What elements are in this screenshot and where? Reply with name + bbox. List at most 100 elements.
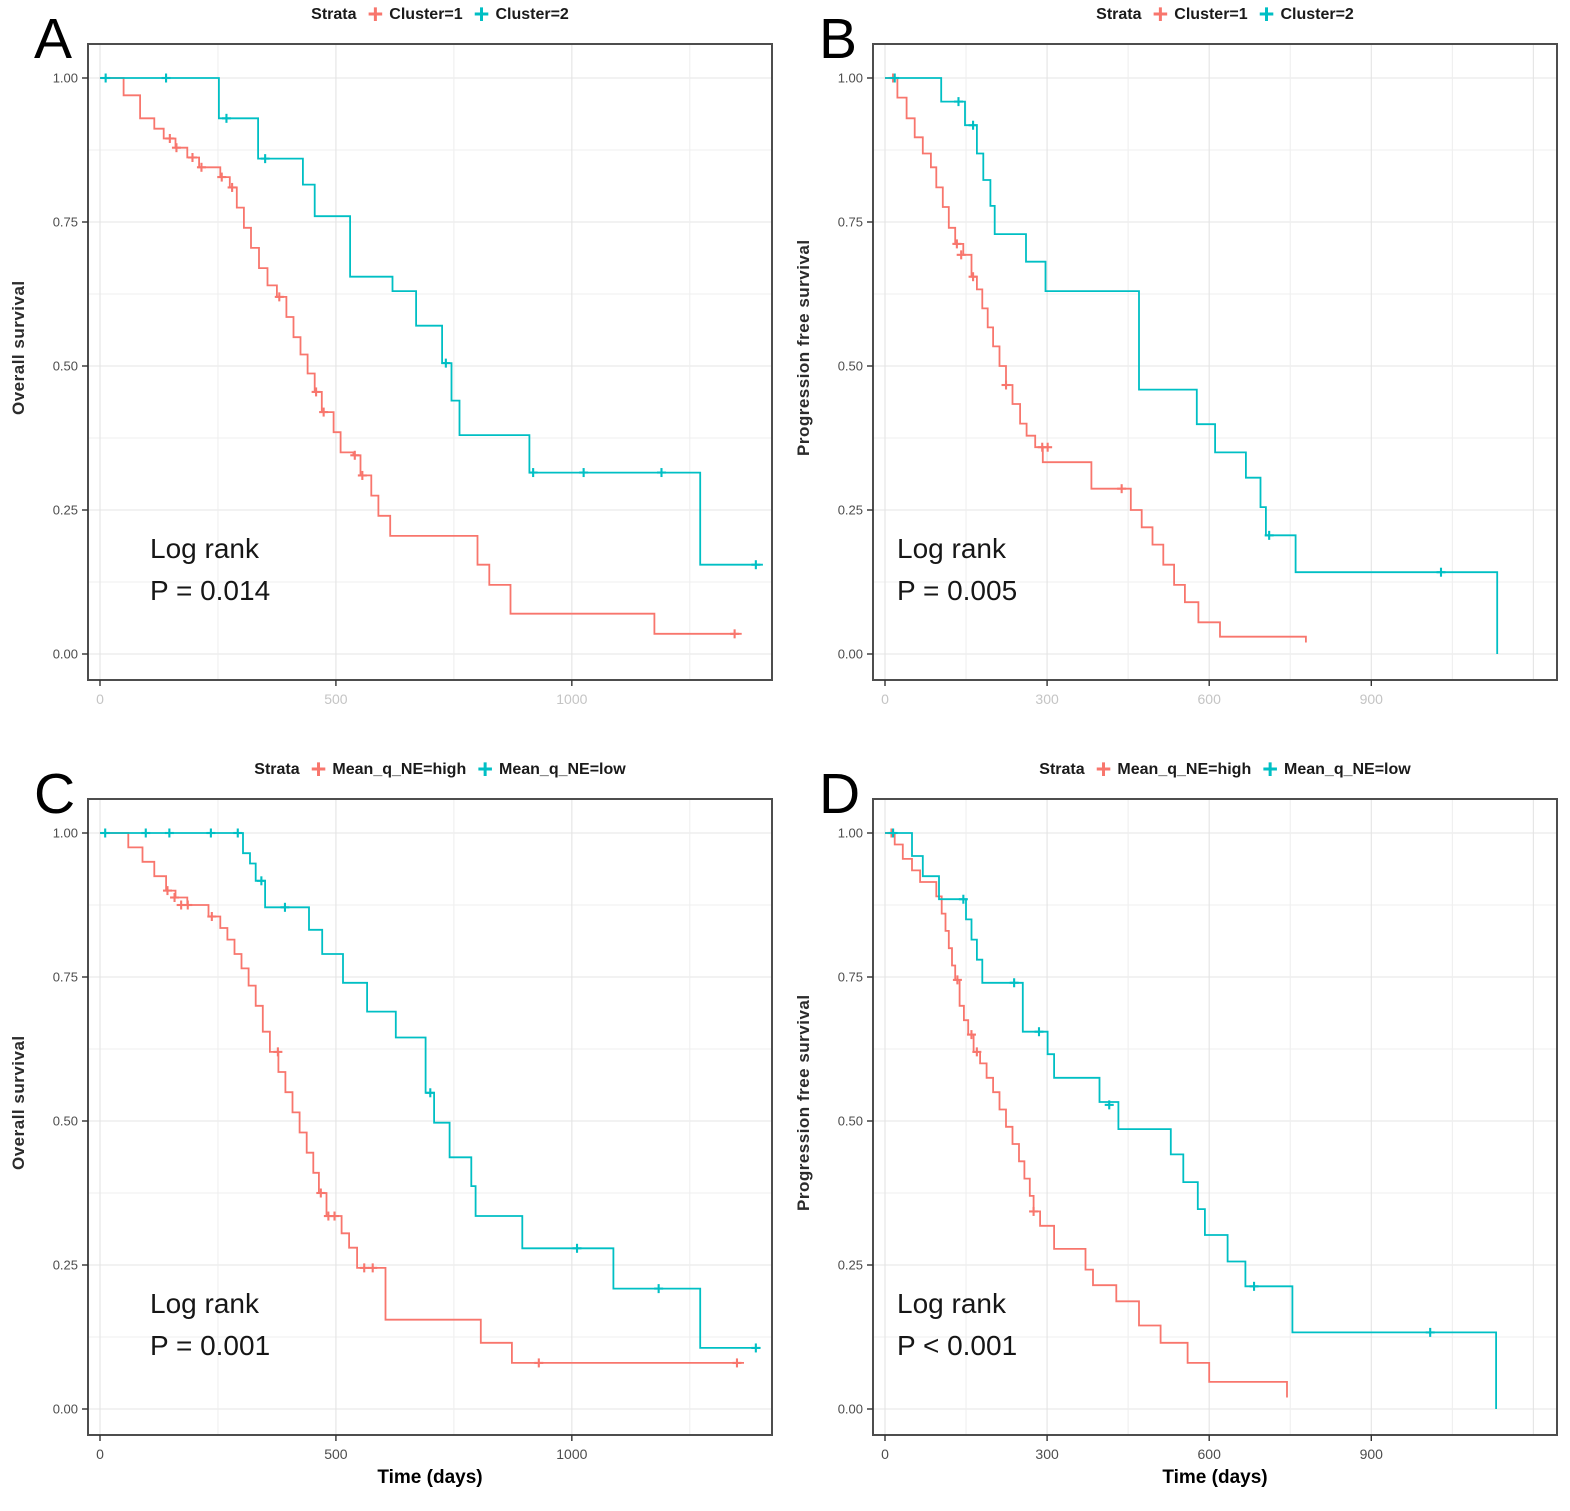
censor-plus-icon: + (1258, 0, 1275, 29)
y-tick-label: 0.00 (53, 647, 78, 662)
logrank-line1: Log rank (150, 1288, 259, 1319)
legend-label-stratum1: Cluster=1 (389, 6, 463, 23)
x-tick-label: 0 (96, 691, 104, 707)
logrank-annotation: Log rank P < 0.001 (897, 1283, 1017, 1367)
x-axis: 0 300 600 900 (881, 1435, 1383, 1462)
censor-marks-Cluster=2 (890, 73, 1446, 577)
gridlines (873, 44, 1557, 680)
y-tick-label: 1.00 (53, 826, 78, 841)
y-tick-label: 0.75 (838, 970, 863, 985)
legend-item-stratum2: + Cluster=2 (473, 0, 569, 29)
panel-a: A Strata + Cluster=1 + Cluster=2 Overall… (0, 0, 785, 755)
gridlines (88, 44, 772, 680)
x-tick-label: 0 (881, 691, 889, 707)
x-tick-label: 900 (1360, 1446, 1384, 1462)
panel-b-legend: Strata + Cluster=1 + Cluster=2 (785, 0, 1570, 29)
y-tick-label: 1.00 (838, 826, 863, 841)
gridlines (873, 799, 1557, 1435)
censor-plus-icon: + (1095, 754, 1112, 784)
censor-marks-Mean_q_NE=high (162, 886, 742, 1368)
censor-marks-Cluster=1 (888, 73, 1127, 494)
censor-marks-Mean_q_NE=high (886, 828, 1039, 1216)
x-tick-label: 0 (881, 1446, 889, 1462)
gridlines (88, 799, 772, 1435)
x-axis: 0 500 1000 (96, 680, 588, 707)
panel-d: D Strata + Mean_q_NE=high + Mean_q_NE=lo… (785, 755, 1570, 1511)
km-curve-Cluster=2 (100, 77, 763, 566)
censor-plus-icon: + (1152, 0, 1169, 29)
legend-label-stratum1: Mean_q_NE=high (332, 761, 467, 778)
y-tick-label: 0.25 (53, 503, 78, 518)
panel-border (87, 43, 773, 681)
x-tick-label: 500 (324, 1446, 348, 1462)
logrank-annotation: Log rank P = 0.005 (897, 528, 1017, 612)
panel-c-legend: Strata + Mean_q_NE=high + Mean_q_NE=low (0, 754, 785, 784)
panel-border (872, 43, 1558, 681)
x-tick-label: 600 (1198, 691, 1222, 707)
km-curve-Mean_q_NE=high (885, 832, 1288, 1398)
y-axis: 0.00 0.25 0.50 0.75 1.00 (838, 71, 873, 662)
km-plot-b: 0.00 0.25 0.50 0.75 1.00 0 300 600 900 (838, 43, 1558, 707)
panel-border (872, 798, 1558, 1436)
panel-d-legend: Strata + Mean_q_NE=high + Mean_q_NE=low (785, 754, 1570, 784)
y-tick-label: 0.50 (838, 1114, 863, 1129)
y-tick-label: 0.75 (53, 215, 78, 230)
km-plot-c: 0.00 0.25 0.50 0.75 1.00 0 500 1000 (53, 798, 773, 1462)
y-tick-label: 1.00 (838, 71, 863, 86)
logrank-line1: Log rank (150, 533, 259, 564)
logrank-pvalue: P = 0.014 (150, 575, 271, 606)
legend-title: Strata (1096, 6, 1142, 23)
x-tick-label: 300 (1035, 1446, 1059, 1462)
legend-item-stratum1: + Cluster=1 (367, 0, 463, 29)
panel-c: C Strata + Mean_q_NE=high + Mean_q_NE=lo… (0, 755, 785, 1511)
legend-item-stratum1: + Mean_q_NE=high (311, 756, 467, 783)
km-plot-d: 0.00 0.25 0.50 0.75 1.00 0 300 600 900 (838, 798, 1558, 1462)
km-curve-Cluster=1 (885, 77, 1307, 643)
y-axis: 0.00 0.25 0.50 0.75 1.00 (53, 826, 88, 1417)
km-curve-Mean_q_NE=low (100, 832, 761, 1349)
panel-a-letter: A (34, 7, 73, 71)
censor-plus-icon: + (367, 0, 384, 29)
logrank-pvalue: P = 0.005 (897, 575, 1018, 606)
x-axis-title: Time (days) (1162, 1467, 1268, 1488)
censor-plus-icon: + (1262, 754, 1279, 784)
legend-label-stratum1: Cluster=1 (1174, 6, 1248, 23)
legend-label-stratum1: Mean_q_NE=high (1117, 761, 1252, 778)
x-tick-label: 500 (324, 691, 348, 707)
y-axis: 0.00 0.25 0.50 0.75 1.00 (838, 826, 873, 1417)
legend-title: Strata (254, 761, 300, 778)
panel-d-letter: D (819, 762, 861, 826)
km-curve-Cluster=2 (885, 77, 1499, 654)
x-tick-label: 1000 (556, 1446, 587, 1462)
logrank-pvalue: P = 0.001 (150, 1330, 271, 1361)
y-tick-label: 0.50 (53, 1114, 78, 1129)
y-tick-label: 0.00 (53, 1402, 78, 1417)
y-tick-label: 0.25 (838, 1258, 863, 1273)
y-tick-label: 0.25 (838, 503, 863, 518)
y-tick-label: 0.50 (838, 359, 863, 374)
legend-item-stratum2: + Mean_q_NE=low (1262, 754, 1411, 784)
y-tick-label: 1.00 (53, 71, 78, 86)
logrank-line1: Log rank (897, 533, 1006, 564)
censor-marks-Cluster=2 (101, 73, 761, 570)
legend-label-stratum2: Mean_q_NE=low (1284, 761, 1411, 778)
censor-plus-icon: + (473, 0, 490, 29)
panel-c-letter: C (34, 762, 76, 826)
legend-item-stratum1: + Mean_q_NE=high (1095, 754, 1252, 784)
y-tick-label: 0.75 (53, 970, 78, 985)
y-tick-label: 0.00 (838, 647, 863, 662)
x-tick-label: 0 (96, 1446, 104, 1462)
legend-item-stratum2: + Cluster=2 (1258, 0, 1354, 29)
panel-border (87, 798, 773, 1436)
legend-label-stratum2: Mean_q_NE=low (499, 761, 626, 778)
censor-plus-icon: + (477, 754, 494, 784)
logrank-annotation: Log rank P = 0.014 (150, 528, 270, 612)
censor-marks-Mean_q_NE=low (888, 828, 1435, 1337)
x-axis: 0 300 600 900 (881, 680, 1383, 707)
legend-title: Strata (1039, 761, 1085, 778)
y-axis: 0.00 0.25 0.50 0.75 1.00 (53, 71, 88, 662)
y-tick-label: 0.25 (53, 1258, 78, 1273)
x-tick-label: 300 (1035, 691, 1059, 707)
x-axis: 0 500 1000 (96, 1435, 588, 1462)
